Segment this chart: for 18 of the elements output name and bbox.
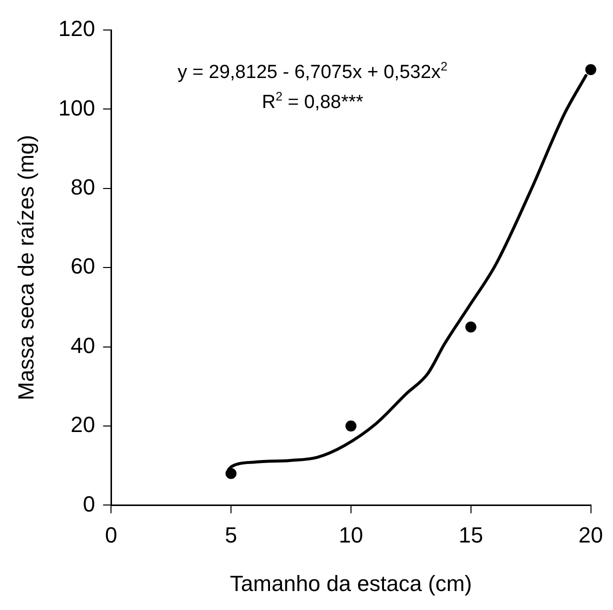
point [465,322,476,332]
y-axis-title: Massa seca de raízes (mg) [13,134,38,400]
y-tick-label: 60 [70,254,96,279]
x-tick-label: 0 [104,522,118,548]
y-tick-label: 40 [70,332,96,358]
point [226,468,237,480]
y-tick-label: 80 [70,174,96,200]
x-tick-label: 15 [458,522,484,548]
x-tick-label: 20 [578,522,604,548]
point [585,64,596,76]
point [345,420,356,432]
y-tick-label: 120 [58,16,96,42]
x-tick-label: 10 [338,522,364,548]
y-tick-label: 0 [82,491,96,516]
y-tick-label: 20 [70,412,96,438]
y-tick-label: 100 [58,95,96,120]
x-tick-label: 5 [224,522,238,548]
x-axis-title: Tamanho da estaca (cm) [230,570,472,596]
